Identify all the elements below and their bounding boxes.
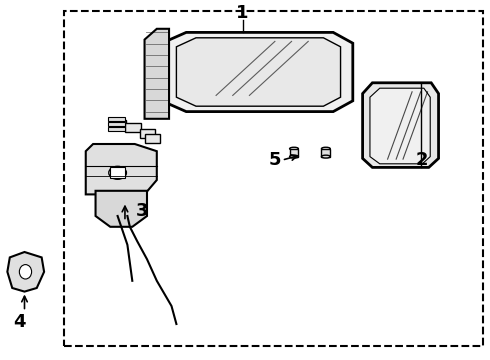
Bar — [290, 149, 298, 157]
Polygon shape — [7, 252, 44, 292]
Polygon shape — [370, 88, 430, 164]
Bar — [110, 167, 125, 178]
Bar — [108, 122, 125, 126]
Bar — [108, 127, 125, 131]
Polygon shape — [86, 144, 157, 194]
Text: 1: 1 — [236, 4, 249, 22]
Ellipse shape — [321, 155, 330, 158]
Bar — [140, 129, 155, 138]
Polygon shape — [176, 38, 341, 106]
Text: 2: 2 — [415, 151, 428, 169]
Polygon shape — [145, 29, 169, 119]
Bar — [321, 149, 330, 157]
Ellipse shape — [321, 147, 330, 150]
Polygon shape — [162, 32, 353, 112]
Ellipse shape — [290, 147, 298, 150]
Polygon shape — [96, 191, 147, 227]
Bar — [110, 120, 126, 129]
Ellipse shape — [290, 155, 298, 158]
Polygon shape — [363, 83, 439, 167]
Text: 5: 5 — [268, 151, 281, 169]
Text: 3: 3 — [136, 202, 148, 220]
Bar — [145, 134, 160, 143]
Bar — [108, 117, 125, 121]
Text: 4: 4 — [13, 313, 26, 331]
Bar — [64, 11, 483, 346]
Circle shape — [109, 166, 126, 179]
Bar — [125, 123, 141, 132]
Ellipse shape — [19, 265, 31, 279]
